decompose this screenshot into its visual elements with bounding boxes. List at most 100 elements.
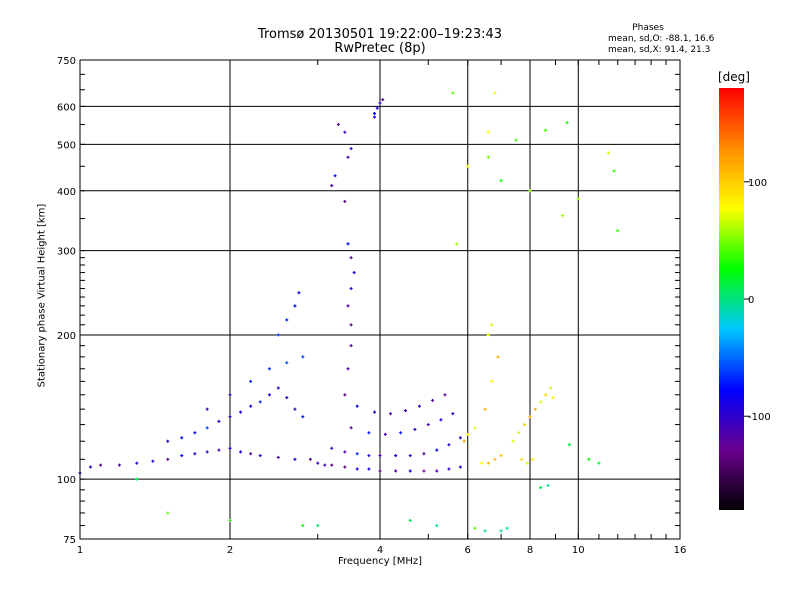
data-point	[293, 304, 297, 308]
data-point	[89, 465, 93, 469]
data-point	[330, 463, 334, 467]
data-point	[458, 436, 462, 440]
y-tick-label: 500	[57, 140, 76, 151]
data-point	[403, 409, 407, 413]
data-point	[493, 457, 497, 461]
data-point	[205, 426, 209, 430]
phase-stats-x: mean, sd,X: 91.4, 21.3	[608, 45, 711, 55]
data-point	[466, 432, 470, 436]
data-point	[249, 379, 253, 383]
data-point	[367, 454, 371, 458]
data-point	[417, 404, 421, 408]
data-point	[490, 379, 494, 383]
data-point	[426, 423, 430, 427]
data-point	[451, 412, 455, 416]
colorbar-tick-label: -100	[748, 412, 771, 423]
data-point	[193, 452, 197, 456]
data-point	[567, 443, 571, 447]
data-point	[443, 393, 447, 397]
phase-stats-heading: Phases	[632, 23, 664, 33]
data-point	[517, 431, 521, 435]
data-point	[533, 407, 537, 411]
data-point	[343, 465, 347, 469]
data-point	[389, 412, 393, 416]
y-tick-label: 300	[57, 247, 76, 258]
data-point	[381, 98, 385, 102]
data-point	[166, 439, 170, 443]
data-point	[205, 407, 209, 411]
data-point	[349, 426, 353, 430]
data-point	[355, 467, 359, 471]
data-point	[367, 431, 371, 435]
data-point	[343, 393, 347, 397]
data-point	[267, 393, 271, 397]
data-point	[301, 355, 305, 359]
data-point	[180, 436, 184, 440]
data-point	[458, 465, 462, 469]
data-point	[499, 179, 503, 183]
data-point	[378, 454, 382, 458]
colorbar-tick-label: 100	[748, 178, 767, 189]
data-point	[607, 151, 611, 155]
data-point	[301, 415, 305, 419]
data-point	[551, 396, 555, 400]
data-point	[455, 242, 459, 246]
data-point	[447, 467, 451, 471]
data-point	[394, 469, 398, 473]
data-point	[343, 199, 347, 203]
data-point	[439, 418, 443, 422]
data-point	[565, 121, 569, 125]
data-point	[166, 457, 170, 461]
data-point	[435, 448, 439, 452]
data-point	[349, 287, 353, 291]
data-point	[166, 511, 170, 515]
x-axis-label: Frequency [MHz]	[337, 556, 423, 567]
data-point	[135, 461, 139, 465]
data-point	[249, 452, 253, 456]
data-point	[486, 461, 490, 465]
data-point	[346, 304, 350, 308]
data-point	[267, 367, 271, 371]
x-tick-label: 2	[227, 545, 233, 556]
data-point	[285, 318, 289, 322]
data-point	[346, 367, 350, 371]
data-point	[301, 524, 305, 528]
data-point	[576, 197, 580, 201]
phase-stats-o: mean, sd,O: -88.1, 16.6	[608, 34, 715, 44]
data-point	[523, 423, 527, 427]
data-point	[480, 461, 484, 465]
data-point	[486, 130, 490, 134]
data-point	[293, 407, 297, 411]
data-point	[336, 123, 340, 127]
data-point	[228, 446, 232, 450]
data-point	[258, 454, 262, 458]
y-tick-label: 200	[57, 331, 76, 342]
data-point	[408, 454, 412, 458]
data-point	[180, 454, 184, 458]
x-tick-label: 6	[465, 545, 471, 556]
data-point	[499, 529, 503, 533]
x-tick-label: 10	[572, 545, 585, 556]
data-point	[422, 452, 426, 456]
data-point	[228, 518, 232, 522]
data-point	[349, 256, 353, 260]
y-tick-label: 100	[57, 475, 76, 486]
data-point	[373, 410, 377, 414]
data-point	[239, 410, 243, 414]
data-point	[490, 323, 494, 327]
data-point	[435, 524, 439, 528]
data-point	[486, 333, 490, 337]
data-point	[525, 461, 529, 465]
data-point	[587, 457, 591, 461]
data-point	[297, 291, 301, 295]
data-point	[451, 91, 455, 95]
data-point	[561, 214, 565, 218]
data-point	[499, 454, 503, 458]
x-tick-label: 1	[77, 545, 83, 556]
grid	[80, 60, 680, 539]
colorbar-ticks: 100 0 -100	[744, 178, 771, 423]
data-point	[373, 115, 377, 119]
data-point	[330, 446, 334, 450]
data-point	[330, 184, 334, 188]
data-point	[217, 448, 221, 452]
